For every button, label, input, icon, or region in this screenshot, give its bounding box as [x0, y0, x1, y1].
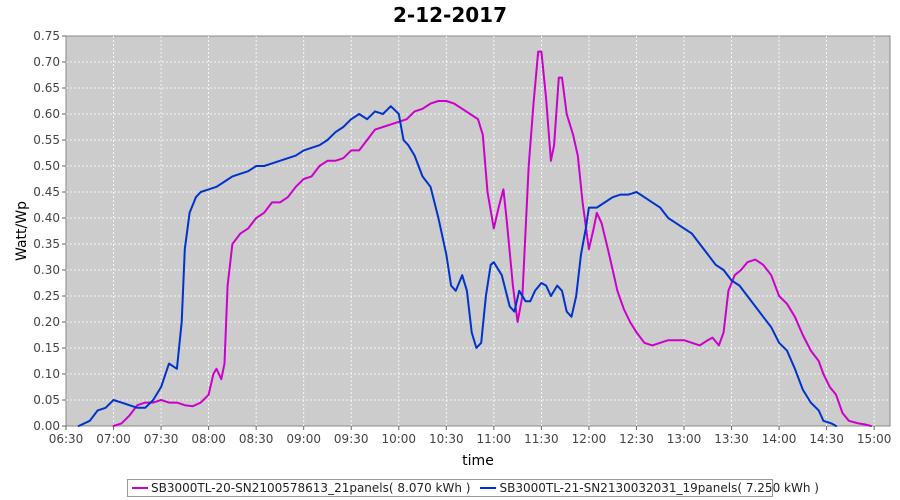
x-tick-label: 06:30 — [49, 432, 84, 446]
series-line-2 — [77, 105, 838, 427]
axes: 0.00 0.05 0.10 0.15 0.20 0.25 0.30 0.35 0.40 0.45… — [33, 29, 891, 446]
y-axis-title: Watt/Wp — [14, 201, 30, 261]
y-tick-label: 0.70 — [33, 55, 60, 69]
grid-lines — [66, 36, 890, 426]
legend-item-series-2: SB3000TL-21-SN2130032031_19panels( 7.250… — [480, 481, 819, 495]
x-tick-label: 13:30 — [714, 432, 749, 446]
x-tick-label: 10:30 — [429, 432, 464, 446]
y-tick-label: 0.55 — [33, 133, 60, 147]
y-tick-label: 0.65 — [33, 81, 60, 95]
y-tick-label: 0.15 — [33, 341, 60, 355]
y-tick-label: 0.00 — [33, 419, 60, 433]
x-tick-label: 15:00 — [857, 432, 892, 446]
x-tick-label: 13:00 — [667, 432, 702, 446]
y-tick-label: 0.35 — [33, 237, 60, 251]
x-tick-label: 08:30 — [239, 432, 274, 446]
x-tick-label: 10:00 — [381, 432, 416, 446]
x-axis-title: time — [462, 453, 494, 469]
legend-label-series-2: SB3000TL-21-SN2130032031_19panels( 7.250… — [499, 481, 819, 495]
x-tick-label: 12:30 — [619, 432, 654, 446]
legend-item-series-1: SB3000TL-20-SN2100578613_21panels( 8.070… — [132, 481, 470, 495]
x-tick-label: 09:00 — [286, 432, 321, 446]
y-tick-label: 0.50 — [33, 159, 60, 173]
x-tick-label: 09:30 — [334, 432, 369, 446]
plot-area — [65, 35, 891, 427]
x-tick-label: 11:00 — [477, 432, 512, 446]
legend-swatch-series-1 — [132, 487, 148, 489]
y-tick-label: 0.05 — [33, 393, 60, 407]
y-tick-label: 0.45 — [33, 185, 60, 199]
legend-label-series-1: SB3000TL-20-SN2100578613_21panels( 8.070… — [151, 481, 471, 495]
x-tick-label: 12:00 — [572, 432, 607, 446]
x-tick-label: 14:30 — [809, 432, 844, 446]
y-tick-label: 0.40 — [33, 211, 60, 225]
y-tick-label: 0.10 — [33, 367, 60, 381]
y-tick-label: 0.60 — [33, 107, 60, 121]
y-tick-label: 0.25 — [33, 289, 60, 303]
y-tick-label: 0.30 — [33, 263, 60, 277]
legend: SB3000TL-20-SN2100578613_21panels( 8.070… — [127, 479, 819, 497]
legend-swatch-series-2 — [480, 487, 497, 489]
y-tick-label: 0.20 — [33, 315, 60, 329]
y-tick-label: 0.75 — [33, 29, 60, 43]
x-tick-label: 07:30 — [144, 432, 179, 446]
series-lines — [77, 50, 872, 427]
chart-title: 2-12-2017 — [392, 3, 507, 27]
x-tick-label: 11:30 — [524, 432, 559, 446]
x-tick-label: 08:00 — [191, 432, 226, 446]
x-tick-label: 14:00 — [762, 432, 797, 446]
x-tick-label: 07:00 — [96, 432, 131, 446]
